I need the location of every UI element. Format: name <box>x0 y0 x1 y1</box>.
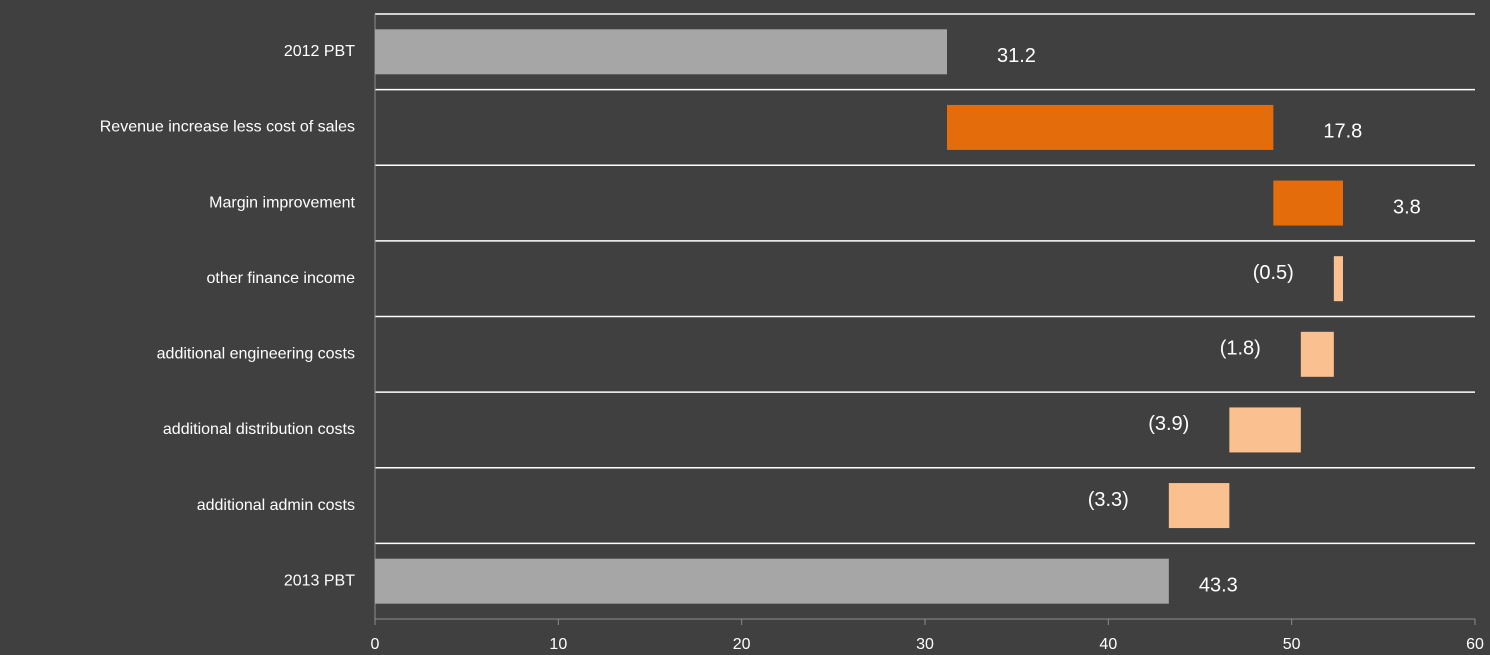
x-tick-label: 30 <box>916 636 934 653</box>
category-label: additional admin costs <box>197 497 355 514</box>
category-label: additional engineering costs <box>157 346 355 363</box>
bar <box>1273 180 1343 226</box>
value-label: (1.8) <box>1220 338 1261 360</box>
bar <box>1300 331 1334 377</box>
value-label: 43.3 <box>1199 574 1238 596</box>
x-tick-label: 40 <box>1099 636 1117 653</box>
x-tick-label: 0 <box>371 636 380 653</box>
bar <box>947 104 1274 150</box>
category-label: 2013 PBT <box>284 572 355 589</box>
value-label: 3.8 <box>1393 196 1421 218</box>
bar <box>375 29 947 75</box>
bar <box>375 558 1169 604</box>
bar <box>1333 256 1343 302</box>
category-label: 2012 PBT <box>284 43 355 60</box>
x-tick-label: 60 <box>1466 636 1484 653</box>
value-label: 31.2 <box>997 45 1036 67</box>
category-label: Revenue increase less cost of sales <box>100 119 355 136</box>
category-label: additional distribution costs <box>163 421 355 438</box>
x-tick-label: 20 <box>733 636 751 653</box>
value-label: (3.9) <box>1148 413 1189 435</box>
category-label: Margin improvement <box>209 194 355 211</box>
value-label: 17.8 <box>1323 121 1362 143</box>
x-tick-label: 10 <box>549 636 567 653</box>
value-label: (0.5) <box>1253 262 1294 284</box>
bar <box>1229 407 1301 453</box>
category-label: other finance income <box>206 270 355 287</box>
value-label: (3.3) <box>1088 489 1129 511</box>
x-tick-label: 50 <box>1283 636 1301 653</box>
bar <box>1168 483 1230 529</box>
